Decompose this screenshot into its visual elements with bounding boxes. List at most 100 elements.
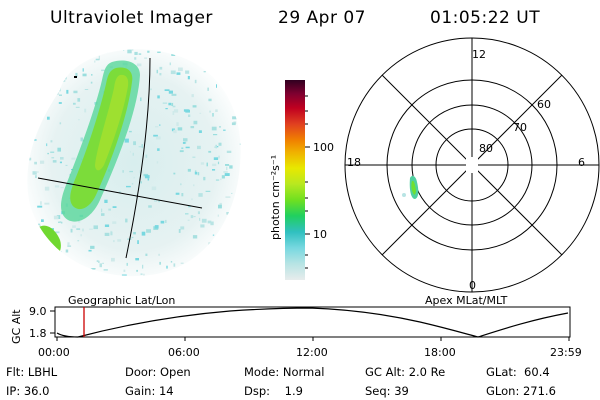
noise-speckle <box>111 257 115 262</box>
noise-speckle <box>217 161 220 165</box>
noise-speckle <box>224 173 230 176</box>
noise-speckle <box>28 157 32 161</box>
noise-speckle <box>223 129 226 131</box>
noise-speckle <box>231 99 236 102</box>
noise-speckle <box>82 68 84 72</box>
noise-speckle <box>129 151 131 153</box>
noise-speckle <box>234 69 238 74</box>
noise-speckle <box>59 94 62 96</box>
noise-speckle <box>200 270 205 274</box>
noise-speckle <box>228 224 232 227</box>
noise-speckle <box>215 238 219 242</box>
noise-speckle <box>191 198 193 201</box>
noise-speckle <box>54 185 60 188</box>
noise-speckle <box>201 218 207 223</box>
noise-speckle <box>208 64 209 66</box>
noise-speckle <box>180 262 184 264</box>
noise-speckle <box>78 47 82 49</box>
noise-speckle <box>72 225 76 228</box>
noise-speckle <box>200 224 205 228</box>
noise-speckle <box>182 142 186 144</box>
noise-speckle <box>62 80 65 82</box>
noise-speckle <box>180 226 185 230</box>
noise-speckle <box>159 261 161 265</box>
noise-speckle <box>239 53 241 57</box>
noise-speckle <box>179 150 184 153</box>
mlt-label-6: 6 <box>578 156 585 169</box>
colorbar-label: photon cm⁻²s⁻¹ <box>269 155 282 240</box>
noise-speckle <box>62 76 67 80</box>
noise-speckle <box>193 120 198 125</box>
noise-speckle <box>208 98 212 102</box>
noise-speckle <box>212 234 215 236</box>
noise-speckle <box>113 240 115 243</box>
noise-speckle <box>228 52 233 57</box>
noise-speckle <box>117 239 122 242</box>
noise-speckle <box>126 262 128 266</box>
noise-speckle <box>192 156 196 158</box>
noise-speckle <box>217 214 219 217</box>
noise-speckle <box>154 200 158 202</box>
noise-speckle <box>84 89 89 90</box>
noise-speckle <box>66 89 69 94</box>
noise-speckle <box>140 273 143 275</box>
noise-speckle <box>34 161 37 165</box>
noise-speckle <box>190 276 193 279</box>
noise-speckle <box>178 67 183 72</box>
noise-speckle <box>194 170 197 173</box>
noise-speckle <box>223 77 227 80</box>
noise-speckle <box>32 279 33 282</box>
noise-speckle <box>180 271 184 273</box>
noise-speckle <box>67 245 72 247</box>
noise-speckle <box>112 206 117 208</box>
noise-speckle <box>241 145 246 148</box>
noise-speckle <box>200 162 205 165</box>
noise-speckle <box>156 69 158 74</box>
noise-speckle <box>82 73 87 77</box>
noise-speckle <box>32 171 37 175</box>
noise-speckle <box>170 70 176 75</box>
noise-speckle <box>191 94 194 98</box>
noise-speckle <box>176 72 181 75</box>
noise-speckle <box>164 219 167 223</box>
noise-speckle <box>82 228 84 232</box>
noise-speckle <box>131 236 134 239</box>
apex-caption: Apex MLat/MLT <box>425 294 508 307</box>
noise-speckle <box>172 111 175 115</box>
noise-speckle <box>156 136 161 140</box>
noise-speckle <box>231 233 234 235</box>
noise-speckle <box>159 73 162 76</box>
noise-speckle <box>93 225 98 230</box>
noise-speckle <box>171 102 174 106</box>
noise-speckle <box>208 51 211 55</box>
noise-speckle <box>144 57 148 59</box>
noise-speckle <box>169 47 170 49</box>
noise-speckle <box>208 150 212 153</box>
noise-speckle <box>86 270 90 273</box>
noise-speckle <box>110 231 113 236</box>
noise-speckle <box>206 162 208 167</box>
noise-speckle <box>65 164 68 166</box>
noise-speckle <box>36 53 41 56</box>
noise-speckle <box>240 220 241 224</box>
noise-speckle <box>158 200 160 203</box>
noise-speckle <box>133 176 135 179</box>
noise-speckle <box>76 228 81 230</box>
noise-speckle <box>231 122 236 126</box>
glat-value: GLat: 60.4 <box>486 365 550 379</box>
noise-speckle <box>133 141 136 146</box>
noise-speckle <box>213 157 219 160</box>
noise-speckle <box>75 106 80 108</box>
xtick-label-1800: 18:00 <box>424 346 456 359</box>
polar-speckle <box>402 193 406 197</box>
noise-speckle <box>136 63 142 67</box>
noise-speckle <box>212 169 216 171</box>
noise-speckle <box>104 199 108 203</box>
noise-speckle <box>59 221 62 223</box>
noise-speckle <box>203 176 206 181</box>
noise-speckle <box>29 129 33 132</box>
noise-speckle <box>44 202 50 205</box>
noise-speckle <box>183 109 189 112</box>
noise-speckle <box>218 142 222 146</box>
noise-speckle <box>140 181 142 184</box>
